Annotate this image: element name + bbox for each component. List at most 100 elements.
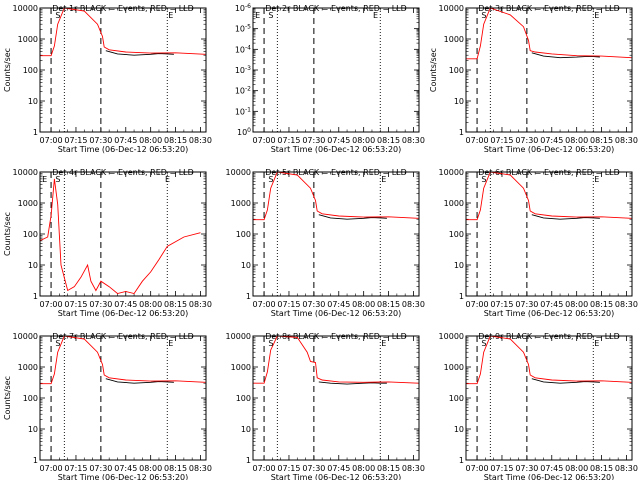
- lld-series-line: [466, 172, 632, 221]
- y-tick-label: 10: [454, 425, 464, 434]
- x-tick-label: 08:30: [402, 464, 425, 473]
- events-series-line: [318, 381, 387, 385]
- y-tick-label: 1: [459, 128, 464, 137]
- y-tick-label: 1000: [231, 363, 251, 372]
- y-axis-label: Counts/sec: [429, 48, 438, 92]
- y-tick-label: 10: [241, 261, 251, 270]
- y-tick-label: 10000: [439, 168, 464, 177]
- chart-panel: Det 6r BLACK = Events, RED = LLD11010010…: [439, 168, 638, 318]
- x-axis-label: Start Time (06-Dec-12 06:53:20): [484, 145, 615, 154]
- x-tick-label: 07:15: [490, 464, 513, 473]
- lld-series-line: [253, 172, 419, 221]
- y-tick-label: 10000: [439, 332, 464, 341]
- x-tick-label: 08:00: [565, 136, 588, 145]
- plot-frame: [252, 7, 420, 133]
- y-tick-label: 100: [23, 394, 38, 403]
- x-tick-label: 07:15: [490, 300, 513, 309]
- event-letter-marker: S: [268, 339, 273, 348]
- x-tick-label: 08:30: [189, 136, 212, 145]
- events-series-line: [531, 214, 600, 220]
- x-tick-label: 08:30: [402, 300, 425, 309]
- x-tick-label: 07:45: [540, 464, 563, 473]
- y-tick-label: 10-2: [235, 86, 251, 96]
- x-tick-label: 08:30: [189, 300, 212, 309]
- event-letter-marker: E: [594, 175, 599, 184]
- x-tick-label: 07:00: [253, 136, 276, 145]
- x-tick-label: 07:45: [540, 300, 563, 309]
- x-tick-label: 07:30: [302, 300, 325, 309]
- event-letter-marker: E: [42, 175, 47, 184]
- plot-area: [466, 8, 632, 132]
- y-tick-label: 1000: [18, 363, 38, 372]
- plot-frame: [39, 7, 207, 133]
- x-tick-label: 07:00: [253, 300, 276, 309]
- plot-area: [40, 172, 201, 296]
- event-letter-marker: E: [168, 339, 173, 348]
- x-axis-label: Start Time (06-Dec-12 06:53:20): [484, 473, 615, 480]
- y-tick-label: 10-4: [235, 44, 251, 54]
- chart-panel: Det 1r BLACK = Events, RED = LLD11010010…: [3, 4, 212, 154]
- x-tick-label: 07:00: [253, 464, 276, 473]
- y-tick-label: 10: [454, 97, 464, 106]
- x-tick-label: 08:00: [139, 464, 162, 473]
- plot-area: [253, 172, 419, 296]
- y-tick-label: 10: [28, 97, 38, 106]
- plot-frame: [252, 335, 420, 461]
- event-letter-marker: S: [268, 175, 273, 184]
- y-tick-label: 10: [28, 261, 38, 270]
- x-tick-label: 07:30: [89, 300, 112, 309]
- y-tick-label: 100: [23, 66, 38, 75]
- y-tick-label: 10: [454, 261, 464, 270]
- y-tick-label: 10-1: [235, 106, 251, 116]
- lld-series-line: [466, 336, 632, 385]
- x-tick-label: 08:15: [377, 464, 400, 473]
- x-axis-label: Start Time (06-Dec-12 06:53:20): [271, 309, 402, 318]
- chart-panel: Det 2r BLACK = Events, RED = LLD10010-11…: [235, 3, 425, 154]
- lld-series-line: [253, 336, 419, 384]
- x-axis-label: Start Time (06-Dec-12 06:53:20): [58, 473, 189, 480]
- x-tick-label: 08:15: [377, 300, 400, 309]
- x-tick-label: 07:00: [40, 300, 63, 309]
- x-tick-label: 07:15: [64, 464, 87, 473]
- x-tick-label: 07:15: [277, 464, 300, 473]
- chart-panel: Det 3r BLACK = Events, RED = LLD11010010…: [429, 4, 638, 154]
- x-tick-label: 07:15: [64, 136, 87, 145]
- x-tick-label: 07:00: [466, 300, 489, 309]
- x-tick-label: 07:30: [302, 136, 325, 145]
- y-tick-label: 10-5: [235, 24, 251, 34]
- x-tick-label: 08:00: [139, 300, 162, 309]
- y-tick-label: 10000: [13, 4, 38, 13]
- event-letter-marker: E: [373, 11, 378, 20]
- x-tick-label: 08:00: [565, 464, 588, 473]
- y-tick-label: 10: [241, 425, 251, 434]
- x-axis-label: Start Time (06-Dec-12 06:53:20): [58, 309, 189, 318]
- x-tick-label: 07:30: [515, 136, 538, 145]
- x-tick-label: 07:00: [466, 464, 489, 473]
- y-tick-label: 1: [246, 456, 251, 465]
- x-tick-label: 07:00: [466, 136, 489, 145]
- x-tick-label: 08:15: [164, 136, 187, 145]
- y-axis-label: Counts/sec: [3, 48, 12, 92]
- y-tick-label: 1000: [231, 199, 251, 208]
- x-axis-label: Start Time (06-Dec-12 06:53:20): [484, 309, 615, 318]
- x-tick-label: 08:00: [565, 300, 588, 309]
- y-tick-label: 10000: [13, 168, 38, 177]
- event-letter-marker: E: [255, 11, 260, 20]
- y-axis-label: Counts/sec: [3, 376, 12, 420]
- y-tick-label: 1: [33, 292, 38, 301]
- x-tick-label: 08:30: [189, 464, 212, 473]
- events-series-line: [105, 378, 174, 384]
- plot-frame: [465, 335, 633, 461]
- x-tick-label: 07:45: [114, 300, 137, 309]
- y-tick-label: 10-3: [235, 65, 251, 75]
- y-tick-label: 1: [246, 292, 251, 301]
- x-tick-label: 08:15: [377, 136, 400, 145]
- event-letter-marker: E: [594, 339, 599, 348]
- chart-panel: Det 7r BLACK = Events, RED = LLD11010010…: [3, 332, 212, 482]
- x-tick-label: 07:30: [515, 300, 538, 309]
- event-letter-marker: E: [381, 175, 386, 184]
- x-tick-label: 07:00: [40, 464, 63, 473]
- event-letter-marker: S: [481, 339, 486, 348]
- x-tick-label: 08:00: [139, 136, 162, 145]
